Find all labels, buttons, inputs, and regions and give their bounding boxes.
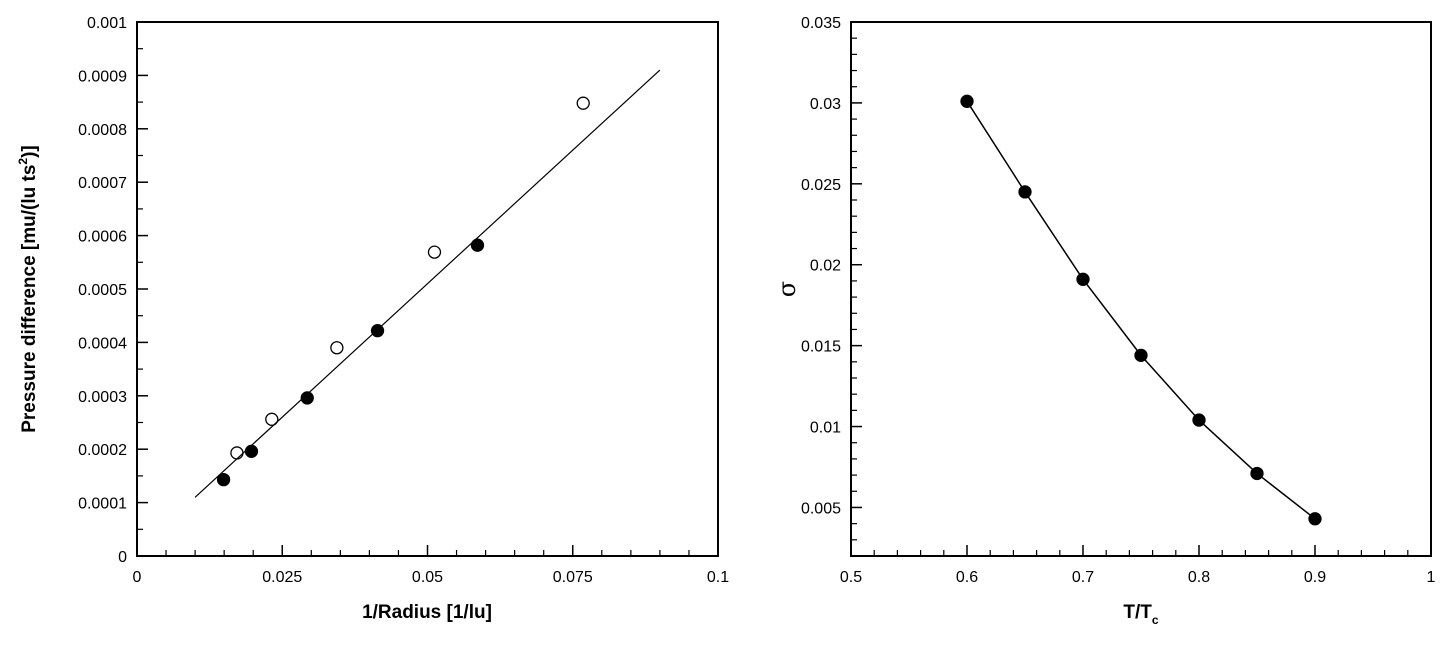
left-open-point — [330, 341, 344, 355]
left-open-point — [230, 446, 244, 460]
left-y-tick-label: 0.0005 — [78, 282, 127, 299]
right-filled-point — [1308, 512, 1322, 526]
right-x-axis-title-sub: c — [1152, 613, 1159, 627]
right-x-tick-label: 0.8 — [1188, 569, 1210, 586]
right-plot-frame — [850, 21, 1432, 557]
right-x-tick-label: 0.5 — [840, 569, 862, 586]
left-x-axis-title: 1/Radius [1/lu] — [362, 602, 492, 623]
right-series-line — [966, 100, 1316, 520]
right-y-tick-label: 0.02 — [810, 258, 841, 275]
left-filled-point — [470, 238, 485, 252]
right-y-tick-label: 0.015 — [801, 339, 841, 356]
left-open-point — [427, 245, 442, 259]
right-x-axis-title: T/Tc — [1123, 602, 1159, 627]
right-filled-point — [960, 94, 974, 108]
right-y-tick-label: 0.025 — [801, 177, 841, 194]
left-fit-line — [194, 69, 661, 498]
left-x-tick-label: 0.025 — [262, 569, 302, 586]
left-y-tick-label: 0.0007 — [78, 175, 127, 192]
left-y-tick-label: 0.0003 — [78, 389, 127, 406]
right-x-tick-label: 0.6 — [956, 569, 978, 586]
right-filled-point — [1076, 272, 1090, 286]
right-filled-point — [1134, 348, 1148, 362]
left-y-tick-label: 0.0004 — [78, 335, 127, 352]
right-filled-point — [1250, 466, 1264, 481]
right-x-tick-label: 1 — [1427, 569, 1436, 586]
left-open-point — [265, 412, 279, 426]
left-y-tick-label: 0.001 — [87, 15, 127, 32]
left-y-tick-label: 0.0006 — [78, 229, 127, 246]
right-x-tick-label: 0.9 — [1304, 569, 1326, 586]
right-y-tick-label: 0.005 — [801, 500, 841, 517]
right-chart: 0.5 0.6 0.7 0.8 0.9 1 0.005 0.01 0.015 0.02 0.025 0… — [773, 15, 1436, 627]
right-y-tick-label: 0.035 — [801, 15, 841, 32]
left-filled-point — [370, 324, 385, 338]
right-y-tick-label: 0.01 — [810, 420, 841, 437]
left-x-tick-label: 0.075 — [553, 569, 593, 586]
right-ticks: 0.5 0.6 0.7 0.8 0.9 1 0.005 0.01 0.015 0.02 0.025 0… — [801, 15, 1436, 586]
left-x-tick-label: 0.1 — [707, 569, 729, 586]
left-chart: 0 0.025 0.05 0.075 0.1 0 0.0001 0.0002 0.0003 0.0… — [16, 15, 729, 623]
left-y-tick-label: 0.0008 — [78, 122, 127, 139]
left-y-axis-title-end: )] — [19, 145, 40, 158]
right-x-axis-title-main: T/T — [1123, 602, 1152, 623]
left-y-tick-label: 0.0001 — [78, 496, 127, 513]
left-filled-point — [216, 472, 231, 487]
right-y-tick-label: 0.03 — [810, 96, 841, 113]
left-filled-point — [300, 391, 314, 405]
left-y-tick-label: 0 — [118, 549, 127, 566]
right-filled-point — [1018, 185, 1032, 199]
left-y-tick-label: 0.0009 — [78, 68, 127, 85]
right-y-axis-title: σ — [773, 281, 801, 297]
left-y-tick-label: 0.0002 — [78, 442, 127, 459]
right-x-tick-label: 0.7 — [1072, 569, 1094, 586]
left-y-axis-title: Pressure difference [mu/(lu ts2)] — [16, 145, 40, 433]
right-marks — [960, 94, 1322, 526]
left-y-axis-title-sup: 2 — [16, 158, 30, 165]
left-open-point — [576, 96, 590, 110]
left-marks — [194, 69, 661, 498]
left-ticks: 0 0.025 0.05 0.075 0.1 0 0.0001 0.0002 0.0003 0.0… — [78, 15, 729, 586]
left-x-tick-label: 0.05 — [412, 569, 443, 586]
left-filled-point — [244, 444, 259, 458]
left-y-axis-title-main: Pressure difference [mu/(lu ts — [19, 165, 40, 433]
left-x-tick-label: 0 — [133, 569, 142, 586]
right-filled-point — [1192, 413, 1206, 427]
